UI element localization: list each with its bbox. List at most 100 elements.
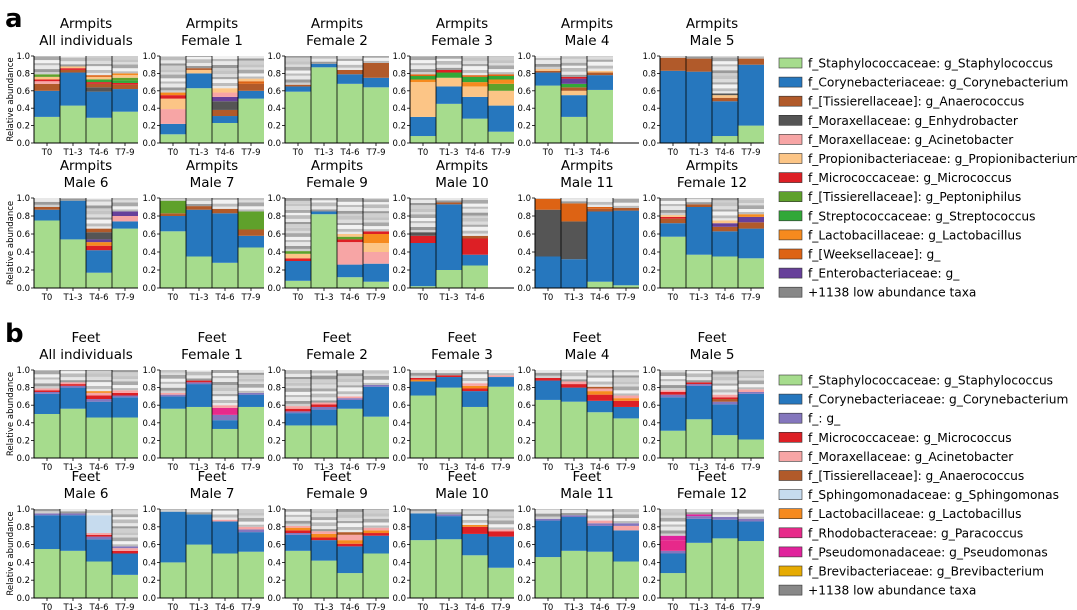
y-tick-label: 0.4 (267, 558, 281, 568)
bar-segment-paracoc (212, 407, 238, 415)
y-axis-label: Relative abundance (6, 201, 16, 285)
bar-segment-low-abundance (285, 379, 311, 383)
chart-title-line: Male 7 (190, 486, 235, 502)
bar-segment-low-abundance (160, 72, 186, 75)
bar-segment-coryne (112, 397, 138, 418)
bar-segment-low-abundance (285, 218, 311, 222)
bar-segment-low-abundance (238, 370, 264, 373)
bar-segment-unknown (535, 518, 561, 521)
bar-segment-lacto (311, 533, 337, 538)
bar-segment-low-abundance (587, 61, 613, 66)
y-tick-label: 0.0 (392, 284, 406, 294)
bar-segment-coryne (738, 64, 764, 126)
y-tick-label: 1.0 (517, 366, 531, 376)
bar-segment-low-abundance (436, 64, 462, 68)
bar-segment-low-abundance (686, 199, 712, 203)
bar-segment-coryne (410, 116, 436, 137)
bar-segment-acineto (34, 388, 60, 391)
bar-segment-low-abundance (112, 517, 138, 520)
bar-segment-low-abundance (712, 385, 738, 390)
bar-segment-low-abundance (561, 376, 587, 380)
bar-segment-staph (285, 425, 311, 458)
bar-segment-micrococ (410, 377, 436, 380)
bar-segment-low-abundance (363, 204, 389, 209)
bar-segment-low-abundance (34, 72, 60, 75)
bar-segment-staph (462, 118, 488, 143)
bar-segment-low-abundance (462, 212, 488, 216)
x-tick-label: T0 (292, 293, 304, 303)
chart-title-line: Female 2 (306, 347, 368, 363)
bar-segment-low-abundance (311, 393, 337, 398)
y-tick-label: 0.8 (16, 384, 30, 394)
bar-segment-staph (712, 435, 738, 458)
y-tick-label: 0.6 (517, 401, 531, 411)
bar-segment-anaero (212, 109, 238, 117)
x-tick-label: T7-9 (365, 148, 385, 158)
bar-segment-low-abundance (34, 511, 60, 514)
x-tick-label: T4-6 (464, 603, 484, 610)
y-tick-label: 0.0 (517, 594, 531, 604)
bar-segment-low-abundance (86, 513, 112, 516)
bar-segment-low-abundance (337, 58, 363, 61)
bar-segment-low-abundance (561, 71, 587, 75)
x-tick-label: T1-3 (563, 293, 583, 303)
bar-segment-low-abundance (410, 230, 436, 233)
chart-title-line: Feet (198, 469, 227, 485)
bar-segment-staph (86, 417, 112, 458)
y-tick-label: 0.2 (392, 436, 406, 446)
x-tick-label: T0 (292, 148, 304, 158)
bar-segment-low-abundance (462, 217, 488, 222)
panel-b-label: b (5, 319, 24, 349)
y-tick-label: 0.8 (267, 69, 281, 79)
bar-segment-low-abundance (410, 198, 436, 200)
x-tick-label: T4-6 (339, 148, 359, 158)
bar-segment-low-abundance (160, 87, 186, 91)
bar-segment-low-abundance (212, 403, 238, 406)
bar-segment-low-abundance (34, 374, 60, 378)
bar-segment-staph (238, 247, 264, 288)
bar-segment-low-abundance (613, 393, 639, 396)
bar-segment-micrococ (86, 534, 112, 537)
x-tick-label: T0 (292, 463, 304, 473)
chart-title-line: Male 6 (64, 175, 109, 191)
y-tick-label: 0.4 (392, 104, 406, 114)
bar-segment-low-abundance (212, 382, 238, 385)
bar-segment-micrococ (285, 258, 311, 261)
bar-segment-micrococ (337, 543, 363, 547)
x-tick-label: T0 (417, 463, 429, 473)
x-tick-label: T4-6 (464, 463, 484, 473)
bar-segment-low-abundance (112, 64, 138, 69)
bar-segment-staph (112, 574, 138, 598)
bar-segment-coryne (561, 259, 587, 288)
bar-segment-staph (613, 418, 639, 458)
bar-segment-coryne (587, 400, 613, 413)
bar-segment-low-abundance (285, 376, 311, 380)
bar-segment-low-abundance (112, 379, 138, 382)
chart-title-line: Female 2 (306, 33, 368, 49)
bar-segment-low-abundance (34, 386, 60, 389)
y-tick-label: 1.0 (267, 52, 281, 62)
bar-segment-unknown (86, 399, 112, 402)
bar-segment-low-abundance (285, 227, 311, 231)
bar-segment-lacto (613, 398, 639, 401)
bar-segment-coryne (160, 396, 186, 409)
legend-swatch-entero (778, 267, 803, 279)
bar-segment-low-abundance (410, 223, 436, 227)
chart-title-line: Armpits (686, 158, 738, 174)
y-tick-label: 0.2 (267, 266, 281, 276)
bar-segment-low-abundance (436, 373, 462, 376)
x-tick-label: T7-9 (615, 463, 635, 473)
bar-segment-coryne (436, 86, 462, 104)
bar-segment-coryne (436, 204, 462, 270)
bar-segment-coryne (337, 264, 363, 278)
bar-segment-low-abundance (587, 381, 613, 385)
bar-segment-low-abundance (587, 65, 613, 69)
bar-segment-micrococ (112, 392, 138, 396)
bar-segment-low-abundance (86, 66, 112, 70)
legend-feet: f_Staphylococcaceae: g_Staphylococcus f_C… (778, 374, 1068, 598)
bar-segment-low-abundance (60, 377, 86, 381)
legend-swatch-pseudo (778, 546, 803, 558)
bar-segment-low-abundance (86, 60, 112, 64)
bar-segment-low-abundance (410, 218, 436, 221)
bar-segment-lacto (410, 379, 436, 382)
